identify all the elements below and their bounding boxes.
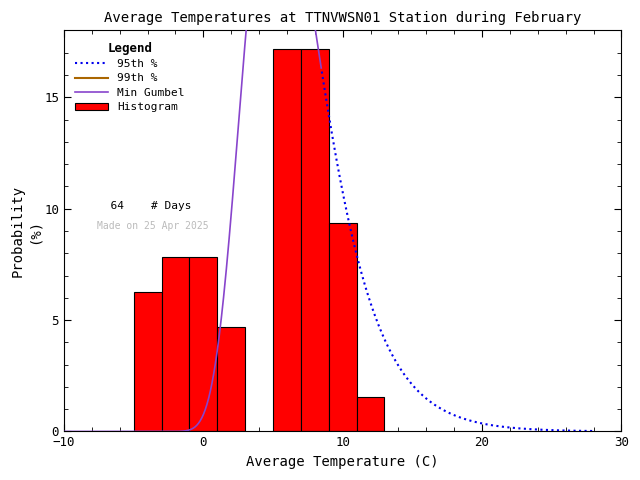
Bar (356, 396, 385, 432)
Legend: 95th %, 99th %, Min Gumbel, Histogram: 95th %, 99th %, Min Gumbel, Histogram (70, 36, 190, 118)
Text: Made on 25 Apr 2025: Made on 25 Apr 2025 (97, 221, 209, 231)
Bar (273, 48, 301, 432)
Bar (134, 292, 161, 432)
Text: 64    # Days: 64 # Days (97, 201, 192, 211)
X-axis label: Average Temperature (C): Average Temperature (C) (246, 455, 439, 469)
Bar (189, 257, 217, 432)
Bar (301, 48, 329, 432)
Bar (161, 257, 189, 432)
Bar (329, 223, 356, 432)
Title: Average Temperatures at TTNVWSN01 Station during February: Average Temperatures at TTNVWSN01 Statio… (104, 11, 581, 25)
Bar (217, 327, 245, 432)
Y-axis label: Probability
(%): Probability (%) (11, 185, 42, 277)
